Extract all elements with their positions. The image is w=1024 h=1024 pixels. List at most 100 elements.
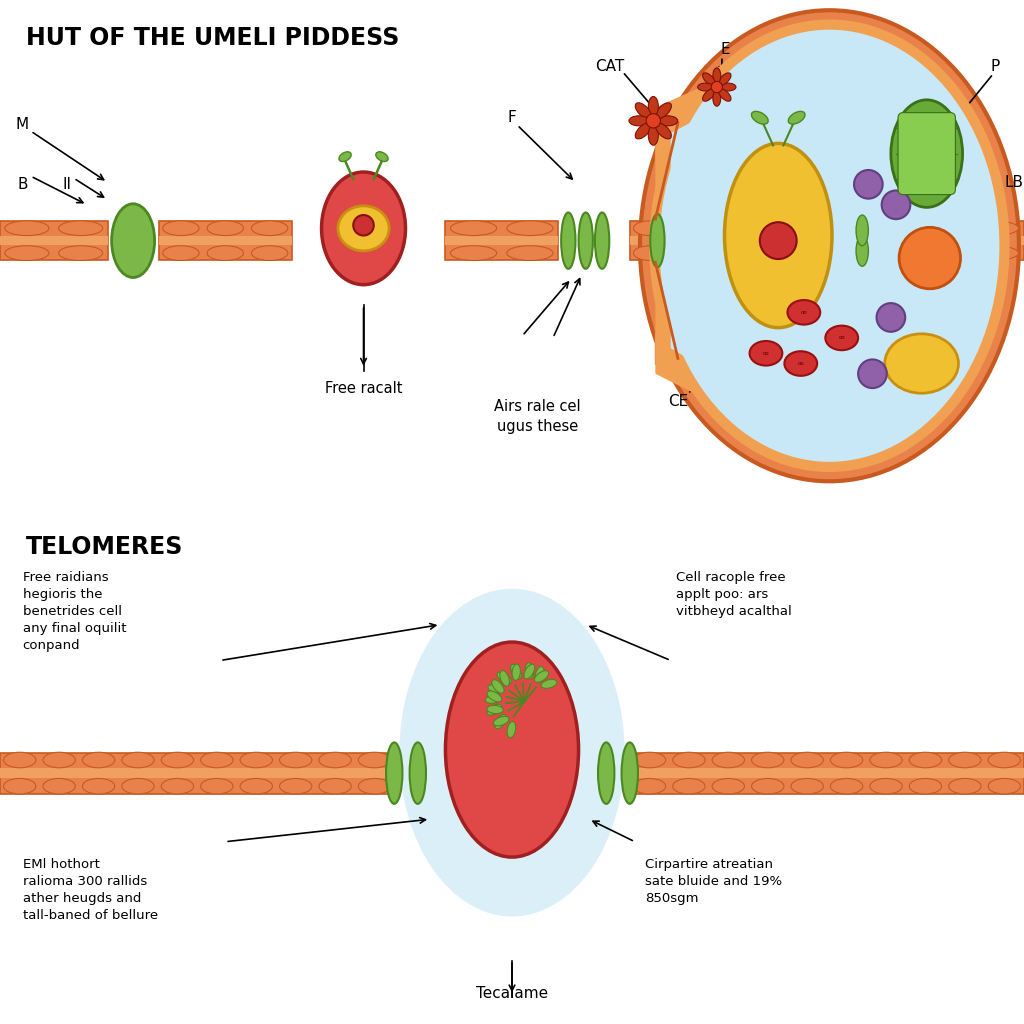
Circle shape	[899, 227, 961, 289]
Text: CE: CE	[668, 394, 688, 409]
Ellipse shape	[410, 742, 426, 804]
Ellipse shape	[648, 96, 658, 117]
Circle shape	[760, 222, 797, 259]
Ellipse shape	[635, 102, 651, 119]
Ellipse shape	[500, 671, 509, 686]
Ellipse shape	[507, 722, 516, 737]
Ellipse shape	[536, 667, 544, 682]
Ellipse shape	[201, 753, 233, 768]
Ellipse shape	[634, 221, 667, 236]
Ellipse shape	[791, 778, 823, 794]
Ellipse shape	[82, 778, 115, 794]
Ellipse shape	[122, 778, 155, 794]
Ellipse shape	[633, 753, 666, 768]
Text: LB: LB	[1005, 175, 1023, 189]
Ellipse shape	[752, 112, 768, 124]
Text: oo: oo	[839, 336, 845, 340]
Ellipse shape	[497, 672, 511, 684]
Ellipse shape	[885, 334, 958, 393]
Text: B: B	[17, 177, 28, 191]
Ellipse shape	[3, 753, 36, 768]
Text: oo: oo	[798, 361, 804, 366]
FancyBboxPatch shape	[0, 236, 108, 246]
Ellipse shape	[492, 680, 504, 693]
Ellipse shape	[280, 753, 312, 768]
Ellipse shape	[82, 753, 115, 768]
Ellipse shape	[445, 642, 579, 857]
Ellipse shape	[702, 73, 715, 85]
Ellipse shape	[507, 246, 553, 260]
Ellipse shape	[495, 715, 507, 729]
Ellipse shape	[358, 778, 391, 794]
Text: Free raidians
hegioris the
benetrides cell
any final oquilit
conpand: Free raidians hegioris the benetrides ce…	[23, 571, 126, 652]
Ellipse shape	[252, 246, 288, 260]
FancyBboxPatch shape	[159, 221, 292, 260]
Ellipse shape	[386, 742, 402, 804]
Ellipse shape	[487, 705, 502, 715]
Ellipse shape	[830, 778, 863, 794]
Text: HUT OF THE UMELI PIDDESS: HUT OF THE UMELI PIDDESS	[26, 26, 399, 49]
Ellipse shape	[825, 326, 858, 350]
Ellipse shape	[3, 778, 36, 794]
FancyBboxPatch shape	[0, 221, 108, 260]
FancyBboxPatch shape	[0, 753, 394, 794]
Text: oo: oo	[763, 351, 769, 355]
Text: C: C	[983, 312, 993, 327]
Ellipse shape	[485, 694, 502, 703]
Ellipse shape	[486, 706, 503, 714]
Ellipse shape	[752, 778, 784, 794]
Ellipse shape	[112, 204, 155, 278]
Ellipse shape	[541, 679, 557, 688]
Text: Airs rale cel
ugus these: Airs rale cel ugus these	[495, 399, 581, 434]
FancyBboxPatch shape	[630, 236, 671, 246]
Ellipse shape	[252, 221, 288, 236]
Ellipse shape	[720, 83, 736, 91]
FancyBboxPatch shape	[898, 113, 955, 195]
Ellipse shape	[43, 778, 76, 794]
Ellipse shape	[788, 112, 805, 124]
Ellipse shape	[511, 665, 521, 679]
Ellipse shape	[655, 123, 672, 139]
Ellipse shape	[399, 589, 625, 916]
Text: EMl hothort
ralioma 300 rallids
ather heugds and
tall-baned of bellure: EMl hothort ralioma 300 rallids ather he…	[23, 858, 158, 922]
Ellipse shape	[163, 246, 199, 260]
Ellipse shape	[339, 152, 351, 162]
Ellipse shape	[702, 89, 715, 101]
Ellipse shape	[579, 213, 593, 268]
FancyBboxPatch shape	[630, 768, 1024, 778]
Ellipse shape	[43, 753, 76, 768]
Ellipse shape	[207, 221, 244, 236]
Circle shape	[877, 303, 905, 332]
Ellipse shape	[338, 206, 389, 251]
Ellipse shape	[712, 778, 744, 794]
Ellipse shape	[784, 351, 817, 376]
Ellipse shape	[988, 753, 1021, 768]
Text: TELOMERES: TELOMERES	[26, 535, 183, 558]
Ellipse shape	[58, 246, 102, 260]
Ellipse shape	[451, 246, 497, 260]
Ellipse shape	[968, 246, 1019, 260]
Ellipse shape	[856, 236, 868, 266]
Ellipse shape	[725, 143, 831, 328]
Ellipse shape	[830, 753, 863, 768]
Ellipse shape	[640, 10, 1019, 481]
Ellipse shape	[713, 68, 721, 84]
Ellipse shape	[561, 213, 575, 268]
Ellipse shape	[5, 246, 49, 260]
FancyBboxPatch shape	[0, 768, 394, 778]
Ellipse shape	[787, 300, 820, 325]
Ellipse shape	[948, 778, 981, 794]
Ellipse shape	[635, 123, 651, 139]
Ellipse shape	[869, 778, 902, 794]
Ellipse shape	[598, 742, 614, 804]
Ellipse shape	[673, 778, 706, 794]
Ellipse shape	[5, 221, 49, 236]
Ellipse shape	[622, 742, 638, 804]
Text: CAT: CAT	[595, 59, 624, 74]
Ellipse shape	[968, 221, 1019, 236]
FancyBboxPatch shape	[963, 236, 1024, 246]
Ellipse shape	[697, 83, 714, 91]
Ellipse shape	[122, 753, 155, 768]
Text: Cell racople free
applt poo: ars
vitbheyd acalthal: Cell racople free applt poo: ars vitbhey…	[676, 571, 792, 618]
Circle shape	[858, 359, 887, 388]
